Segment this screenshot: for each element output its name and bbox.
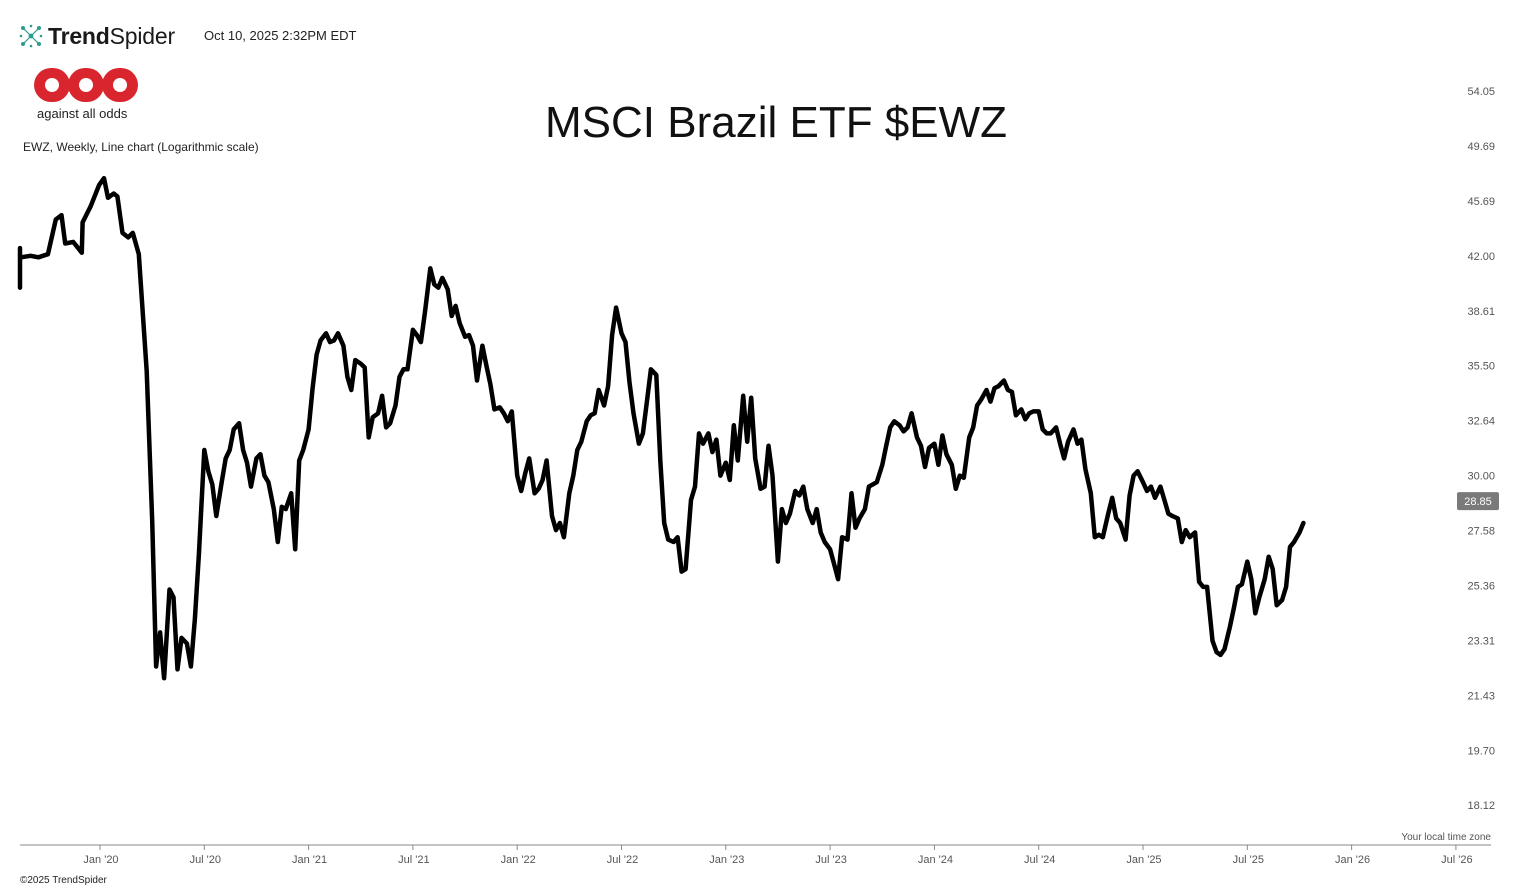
logo-tagline: against all odds <box>37 106 128 121</box>
y-tick-label-6: 32.64 <box>1467 416 1495 428</box>
copyright: ©2025 TrendSpider <box>20 875 107 886</box>
x-tick-label-4: Jan '22 <box>501 854 536 866</box>
chart-subtitle: EWZ, Weekly, Line chart (Logarithmic sca… <box>23 140 259 154</box>
y-tick-label-11: 21.43 <box>1467 690 1495 702</box>
timestamp: Oct 10, 2025 2:32PM EDT <box>204 28 357 43</box>
trendspider-brand: TrendSpider <box>18 22 175 50</box>
brand-name-bold: Trend <box>48 22 110 49</box>
x-tick-label-7: Jul '23 <box>815 854 846 866</box>
y-tick-label-7: 30.00 <box>1467 471 1495 483</box>
y-axis: 54.05 49.69 45.69 42.00 38.61 35.50 32.64 30.00… <box>1467 86 1495 812</box>
y-tick-label-9: 25.36 <box>1467 580 1495 592</box>
x-tick-label-3: Jul '21 <box>398 854 429 866</box>
x-tick-label-11: Jul '25 <box>1233 854 1264 866</box>
x-tick-label-5: Jul '22 <box>607 854 638 866</box>
brand-name-light: Spider <box>109 22 175 49</box>
timezone-note: Your local time zone <box>1401 832 1491 843</box>
aao-logo-mark <box>34 68 138 102</box>
y-tick-label-8: 27.58 <box>1467 526 1495 538</box>
trendspider-network-icon <box>19 24 43 48</box>
x-tick-label-2: Jan '21 <box>292 854 327 866</box>
y-tick-label-1: 49.69 <box>1467 141 1495 153</box>
x-tick-label-1: Jul '20 <box>190 854 221 866</box>
x-tick-label-12: Jan '26 <box>1335 854 1370 866</box>
x-tick-label-0: Jan '20 <box>83 854 118 866</box>
x-tick-label-9: Jul '24 <box>1024 854 1055 866</box>
x-axis: Jan '20 Jul '20 Jan '21 Jul '21 Jan '22 Jul '… <box>20 844 1491 866</box>
brand-name: TrendSpider <box>48 23 175 50</box>
y-tick-label-12: 19.70 <box>1467 745 1495 757</box>
y-tick-label-5: 35.50 <box>1467 361 1495 373</box>
last-value-marker: 28.85 <box>1457 492 1499 511</box>
y-tick-label-0: 54.05 <box>1467 86 1495 98</box>
chart-title: MSCI Brazil ETF $EWZ <box>545 98 1008 147</box>
x-tick-label-8: Jan '24 <box>918 854 953 866</box>
series-line-0 <box>17 175 1306 681</box>
y-tick-label-4: 38.61 <box>1467 306 1495 318</box>
x-tick-label-6: Jan '23 <box>709 854 744 866</box>
x-tick-label-13: Jul '26 <box>1441 854 1472 866</box>
last-value-label: 28.85 <box>1464 496 1492 508</box>
x-tick-label-10: Jan '25 <box>1126 854 1161 866</box>
y-tick-label-2: 45.69 <box>1467 196 1495 208</box>
y-tick-label-10: 23.31 <box>1467 635 1495 647</box>
last-value-badge <box>1457 492 1499 511</box>
y-tick-label-3: 42.00 <box>1467 251 1495 263</box>
against-all-odds-logo: against all odds <box>34 66 142 121</box>
y-tick-label-13: 18.12 <box>1467 800 1495 812</box>
series-group <box>17 175 1306 681</box>
